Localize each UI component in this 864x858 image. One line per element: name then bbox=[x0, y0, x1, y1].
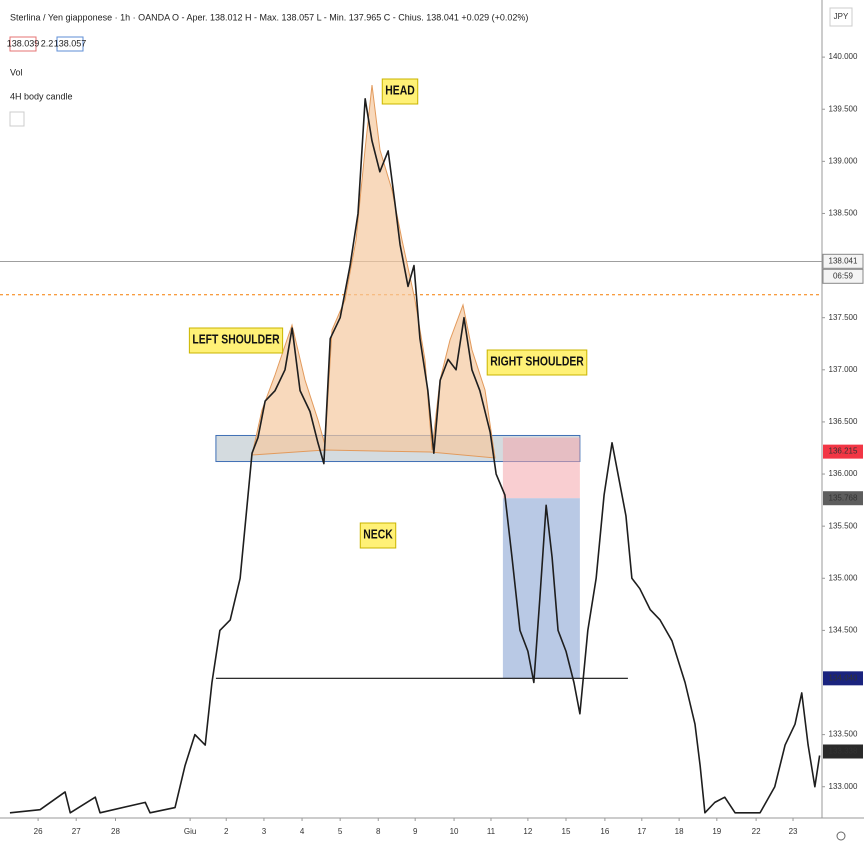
head-shoulders-shape bbox=[251, 84, 496, 459]
indicator[interactable]: Vol bbox=[10, 67, 23, 77]
ask: 138.057 bbox=[54, 38, 87, 48]
y-tick-label: 139.500 bbox=[829, 104, 858, 113]
y-tick-label: 137.500 bbox=[829, 313, 858, 322]
y-tick-label: 136.000 bbox=[829, 469, 858, 478]
x-tick-label: 10 bbox=[450, 827, 459, 836]
x-tick-label: 9 bbox=[413, 827, 418, 836]
zone bbox=[502, 498, 580, 679]
price-label-box bbox=[823, 671, 863, 686]
x-tick-label: 18 bbox=[675, 827, 684, 836]
currency-box bbox=[829, 7, 853, 27]
spread: 2.2 bbox=[41, 38, 54, 48]
bid: 138.039 bbox=[7, 38, 40, 48]
price-label-box bbox=[823, 444, 863, 459]
x-tick-label: 3 bbox=[262, 827, 267, 836]
indicator[interactable]: 4H body candle bbox=[10, 91, 73, 101]
price-line bbox=[9, 98, 821, 814]
annotation: HEAD bbox=[385, 83, 414, 97]
price-axis bbox=[822, 0, 864, 858]
x-tick-label: 15 bbox=[562, 827, 571, 836]
x-tick-label: 22 bbox=[752, 827, 761, 836]
price-label-box bbox=[823, 744, 863, 759]
y-tick-label: 138.500 bbox=[829, 209, 858, 218]
price-label: 133.338 bbox=[829, 747, 858, 756]
y-tick-label: 140.000 bbox=[829, 52, 858, 61]
x-tick-label: 8 bbox=[376, 827, 381, 836]
annotation-box bbox=[188, 327, 284, 354]
x-tick-label: 5 bbox=[338, 827, 343, 836]
annotation: LEFT SHOULDER bbox=[192, 332, 280, 346]
x-tick-label: 19 bbox=[712, 827, 721, 836]
currency: JPY bbox=[834, 12, 849, 21]
x-tick-label: 2 bbox=[224, 827, 229, 836]
y-tick-label: 139.000 bbox=[829, 156, 858, 165]
y-tick-label: 137.000 bbox=[829, 365, 858, 374]
zone bbox=[502, 437, 580, 499]
x-tick-label: Giu bbox=[184, 827, 196, 836]
y-tick-label: 136.500 bbox=[829, 417, 858, 426]
y-tick-label: 135.000 bbox=[829, 573, 858, 582]
annotation-box bbox=[381, 78, 419, 105]
price-label: 136.215 bbox=[829, 447, 858, 456]
x-tick-label: 27 bbox=[72, 827, 81, 836]
bid-box bbox=[9, 36, 37, 52]
annotation-box bbox=[359, 522, 397, 549]
x-tick-label: 4 bbox=[300, 827, 305, 836]
x-tick-label: 26 bbox=[34, 827, 43, 836]
x-tick-label: 16 bbox=[600, 827, 609, 836]
x-tick-label: 12 bbox=[523, 827, 532, 836]
y-tick-label: 133.500 bbox=[829, 730, 858, 739]
countdown-box bbox=[822, 268, 864, 284]
y-tick-label: 135.500 bbox=[829, 521, 858, 530]
ohlc: O - Aper. 138.012 H - Max. 138.057 L - M… bbox=[172, 12, 528, 22]
x-tick-label: 11 bbox=[487, 827, 496, 836]
ask-box bbox=[56, 36, 84, 52]
annotation: NECK bbox=[363, 527, 393, 541]
x-tick-label: 28 bbox=[111, 827, 120, 836]
countdown: 06:59 bbox=[833, 271, 854, 280]
settings-icon[interactable] bbox=[836, 831, 846, 841]
price-label: 135.768 bbox=[829, 493, 858, 502]
symbol: Sterlina / Yen giapponese · 1h · OANDA bbox=[10, 12, 170, 22]
price-label-box bbox=[823, 491, 863, 506]
price-label-box bbox=[822, 253, 864, 269]
x-tick-label: 23 bbox=[789, 827, 798, 836]
annotation-box bbox=[486, 349, 588, 376]
price-label: 134.040 bbox=[829, 673, 858, 682]
annotation: RIGHT SHOULDER bbox=[490, 354, 584, 368]
collapse-button[interactable] bbox=[9, 111, 25, 127]
y-tick-label: 133.000 bbox=[829, 782, 858, 791]
price-label: 138.041 bbox=[829, 256, 858, 265]
x-tick-label: 17 bbox=[637, 827, 646, 836]
y-tick-label: 134.500 bbox=[829, 625, 858, 634]
